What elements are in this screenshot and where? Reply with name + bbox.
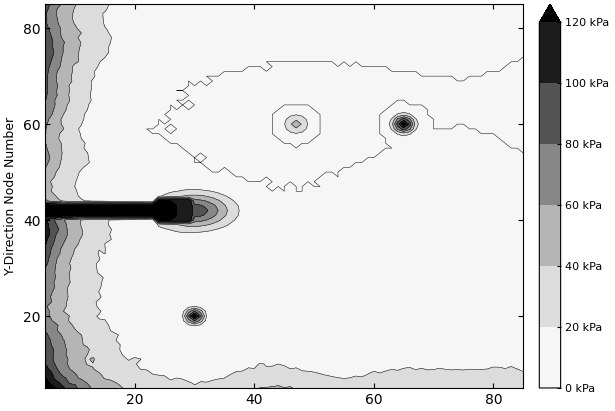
Y-axis label: Y-Direction Node Number: Y-Direction Node Number (4, 117, 17, 275)
PathPatch shape (539, 4, 561, 23)
